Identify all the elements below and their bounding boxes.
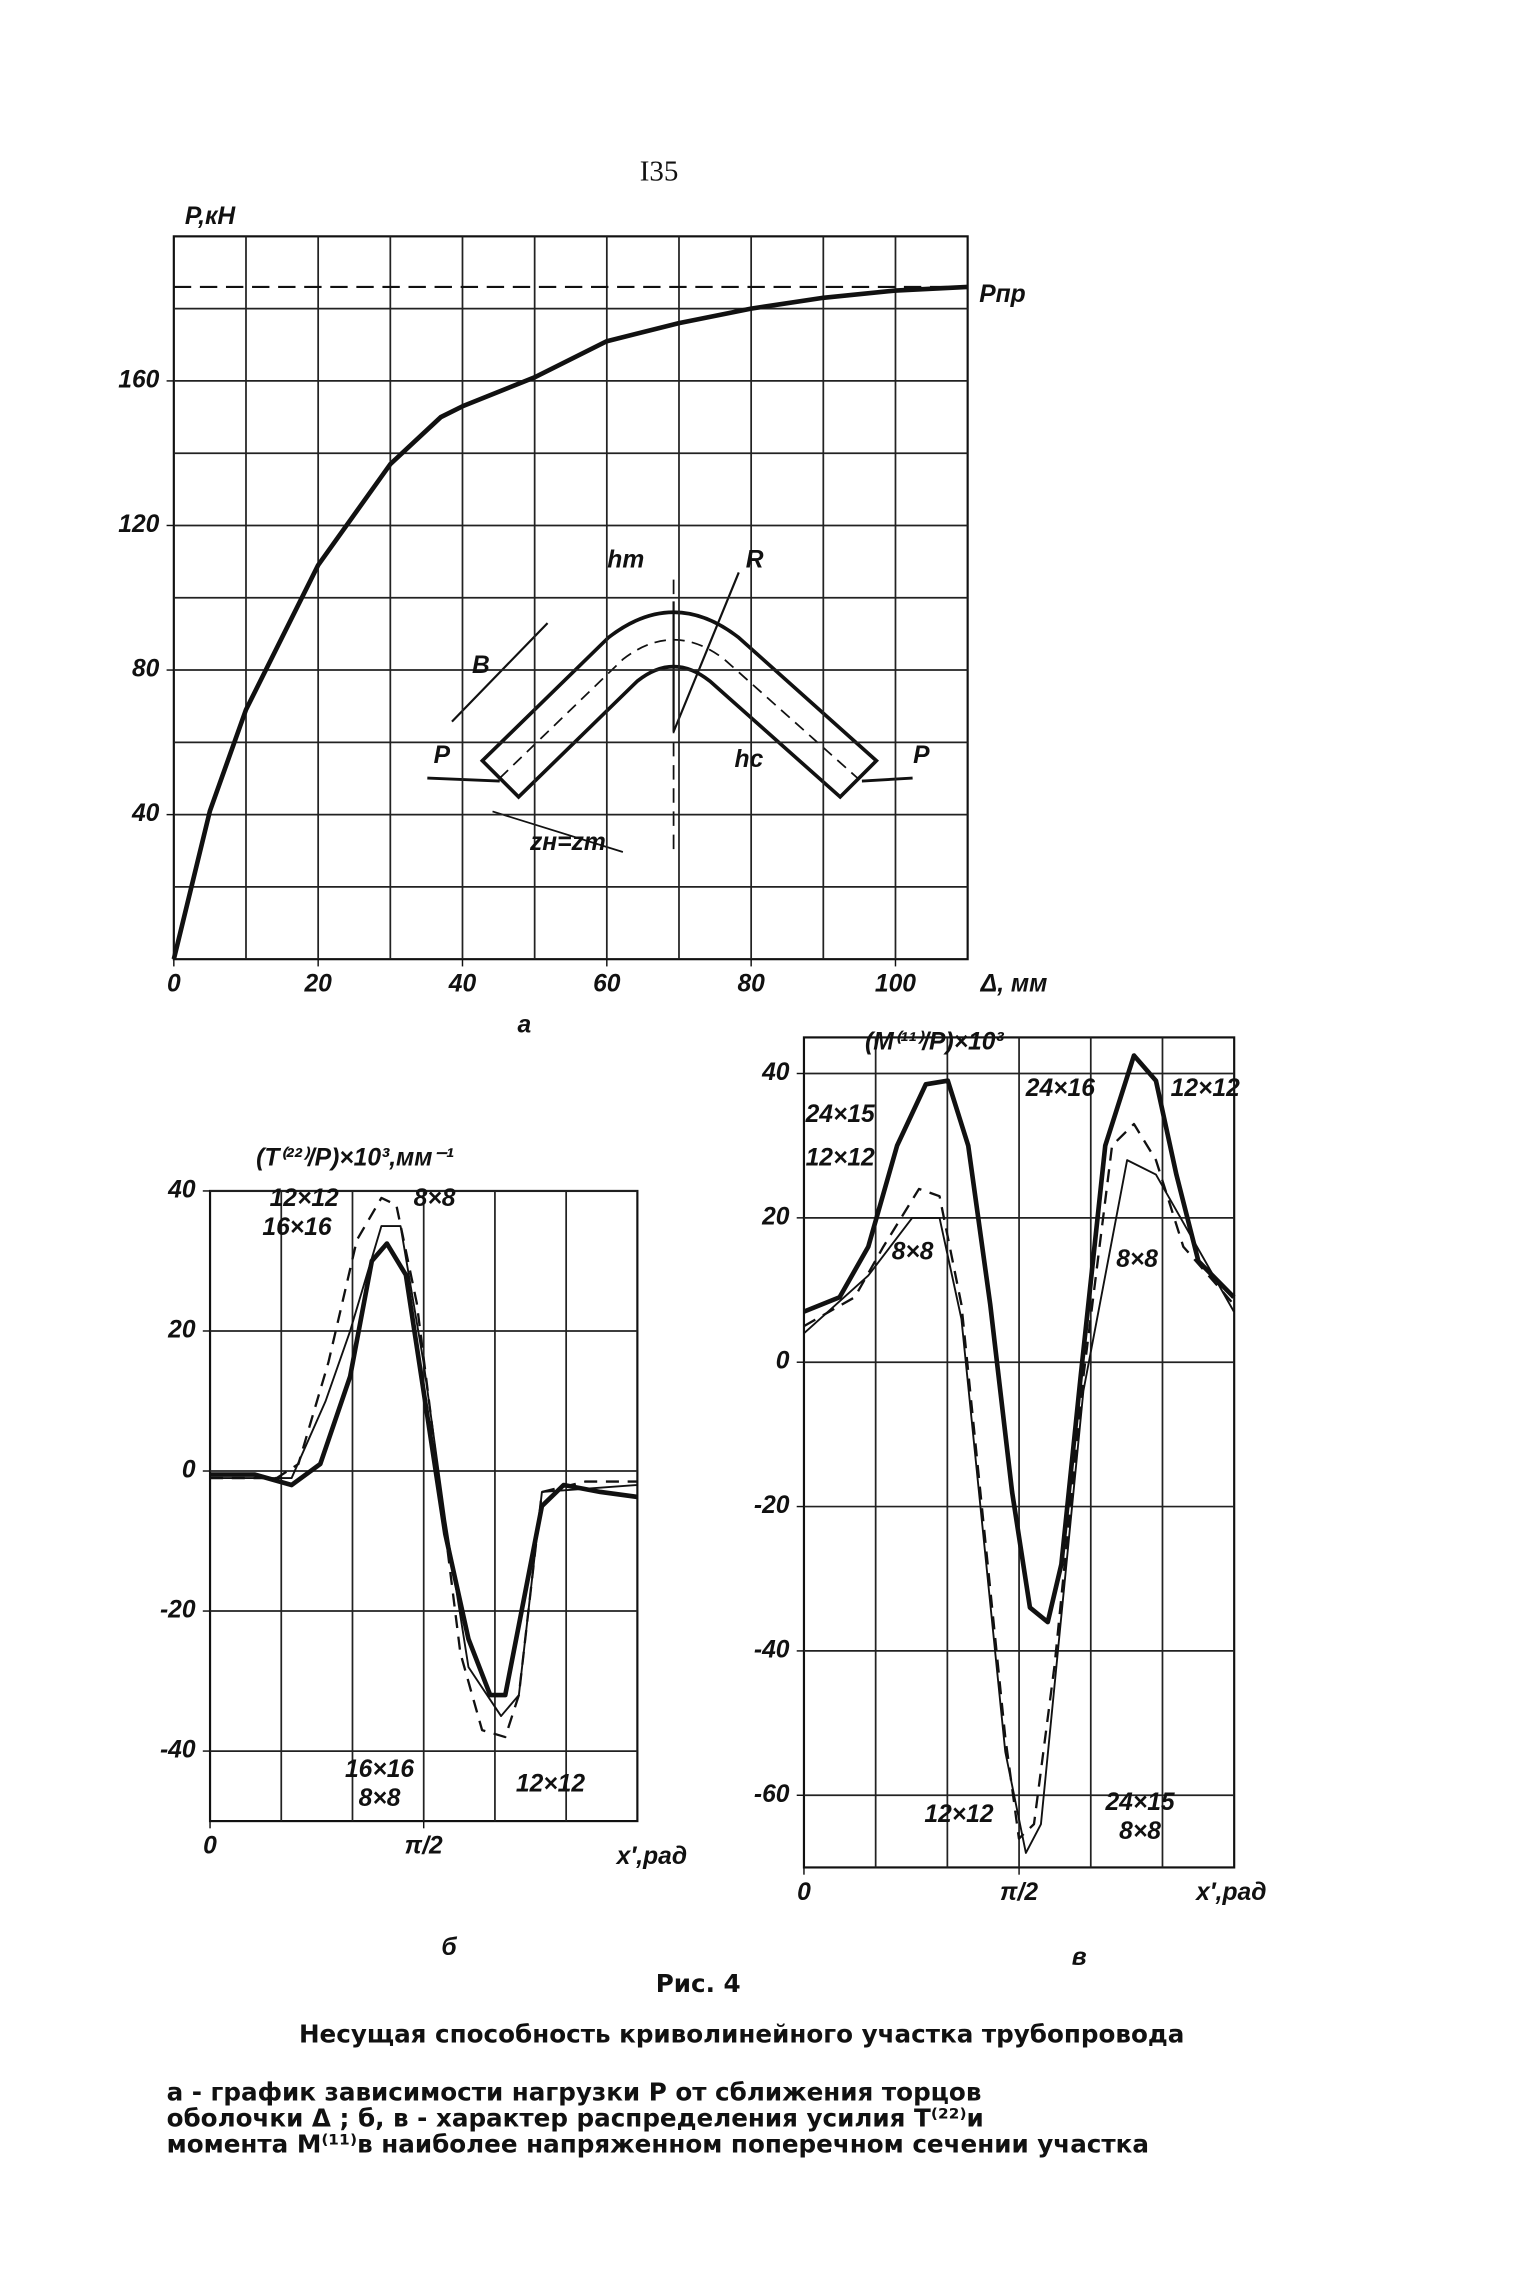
chart-title: (M⁽¹¹⁾/P)×10³	[865, 1029, 1004, 1056]
annotation: R	[746, 546, 764, 573]
annotation: P	[434, 742, 451, 769]
x-tick-label: 60	[593, 971, 621, 998]
y-tick-label: -20	[160, 1597, 196, 1624]
figure-label: Рис. 4	[656, 1969, 741, 1998]
y-tick-label: 0	[776, 1348, 790, 1375]
x-tick-label: 100	[875, 971, 916, 998]
annotation: 8×8	[892, 1239, 934, 1266]
y-tick-label: 20	[761, 1203, 790, 1230]
x-axis-label: x′,рад	[1194, 1879, 1266, 1906]
caption-line: а - график зависимости нагрузки P от сбл…	[167, 2077, 982, 2106]
data-line	[210, 1241, 638, 1698]
y-tick-label: 160	[118, 366, 159, 393]
annotation: 24×16	[1025, 1075, 1095, 1102]
x-tick-label: π/2	[405, 1833, 443, 1860]
caption-line: момента M⁽¹¹⁾в наиболее напряженном попе…	[167, 2130, 1149, 2159]
annotation: 12×12	[924, 1801, 993, 1828]
inset-diagram	[427, 572, 913, 855]
y-tick-label: 120	[118, 511, 159, 538]
figure-title: Несущая способность криволинейного участ…	[299, 2019, 1184, 2048]
x-tick-label: 40	[448, 971, 477, 998]
page-number: I35	[640, 156, 679, 188]
chart-title: (T⁽²²⁾/P)×10³,мм⁻¹	[256, 1145, 454, 1172]
data-line	[171, 284, 968, 960]
annotation: 24×15	[805, 1101, 875, 1128]
annotation: 12×12	[516, 1770, 585, 1797]
annotation: 16×16	[345, 1756, 414, 1783]
y-tick-label: -20	[754, 1492, 790, 1519]
data-line	[210, 1225, 638, 1718]
annotation: 24×15	[1104, 1789, 1174, 1816]
y-tick-label: 0	[182, 1457, 196, 1484]
subplot-label: а	[518, 1011, 532, 1038]
subplot-label: б	[441, 1934, 457, 1961]
y-tick-label: 20	[167, 1316, 196, 1343]
data-line	[803, 1159, 1235, 1854]
annotation: 12×12	[270, 1185, 339, 1212]
y-tick-label: 40	[131, 800, 160, 827]
annotation: 8×8	[1119, 1818, 1161, 1845]
annotation: 12×12	[1171, 1075, 1240, 1102]
annotation: 8×8	[414, 1185, 456, 1212]
y-tick-label: 40	[761, 1059, 790, 1086]
y-tick-label: 40	[167, 1176, 196, 1203]
x-tick-label: 0	[797, 1879, 811, 1906]
annotation: zн=zт	[529, 829, 606, 856]
x-axis-label: Δ, мм	[980, 971, 1048, 998]
x-tick-label: π/2	[1000, 1879, 1038, 1906]
annotation: hт	[607, 546, 644, 573]
subplot-label: в	[1072, 1944, 1087, 1971]
y-axis-label: P,кН	[185, 203, 237, 230]
x-tick-label: 80	[737, 971, 765, 998]
annotation: 12×12	[806, 1145, 875, 1172]
x-tick-label: 20	[303, 971, 332, 998]
data-line	[803, 1122, 1235, 1840]
annotation: 16×16	[262, 1214, 331, 1241]
annotation: hс	[735, 746, 764, 773]
annotation: B	[472, 652, 490, 679]
annotation: P	[913, 742, 930, 769]
annotation: 8×8	[1116, 1246, 1158, 1273]
y-tick-label: -40	[754, 1636, 790, 1663]
reference-label: Pпр	[979, 281, 1025, 308]
x-tick-label: 0	[167, 971, 181, 998]
caption-line: оболочки Δ ; б, в - характер распределен…	[167, 2103, 984, 2132]
x-axis-label: x′,рад	[615, 1843, 687, 1870]
x-tick-label: 0	[203, 1833, 217, 1860]
y-tick-label: 80	[132, 656, 160, 683]
annotation: 8×8	[359, 1785, 401, 1812]
data-line	[803, 1053, 1236, 1625]
y-tick-label: -40	[160, 1737, 196, 1764]
y-tick-label: -60	[754, 1781, 790, 1808]
